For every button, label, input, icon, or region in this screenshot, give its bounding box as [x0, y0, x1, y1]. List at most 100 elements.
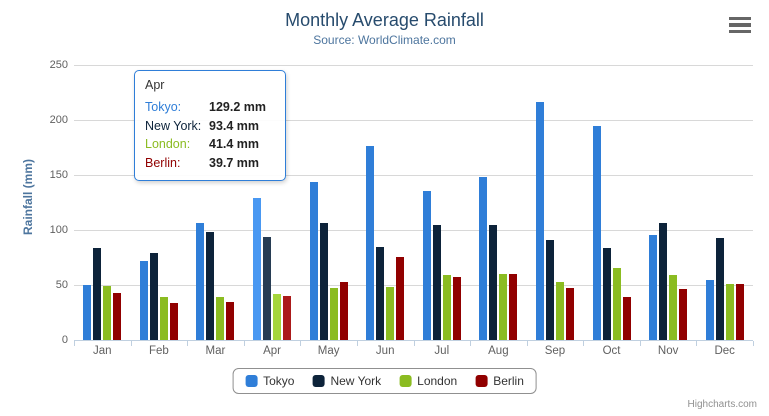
- x-axis-tick: [243, 341, 245, 346]
- column-london-oct[interactable]: [612, 268, 621, 340]
- column-london-apr[interactable]: [273, 294, 282, 340]
- tooltip-row-tokyo: Tokyo: 129.2 mm: [145, 98, 275, 117]
- column-new-york-jan[interactable]: [93, 248, 102, 340]
- legend-item-tokyo[interactable]: Tokyo: [245, 374, 294, 388]
- column-new-york-nov[interactable]: [659, 222, 668, 340]
- gridline: [74, 120, 753, 121]
- column-berlin-jun[interactable]: [396, 256, 405, 340]
- x-axis-tick: [753, 341, 754, 346]
- column-berlin-dec[interactable]: [735, 283, 744, 340]
- column-london-jun[interactable]: [386, 286, 395, 340]
- x-axis-tick: [413, 341, 415, 346]
- tooltip-series-value: 93.4 mm: [209, 118, 260, 133]
- x-axis-tick: [74, 341, 75, 346]
- x-axis-tick: [526, 341, 528, 346]
- column-new-york-dec[interactable]: [715, 238, 724, 340]
- x-axis-label: Nov: [657, 345, 679, 357]
- column-tokyo-mar[interactable]: [196, 222, 205, 340]
- y-axis-label: 200: [49, 114, 68, 126]
- column-london-feb[interactable]: [159, 297, 168, 340]
- x-axis-label: Oct: [602, 345, 621, 357]
- column-london-jan[interactable]: [103, 286, 112, 340]
- gridline: [74, 65, 753, 66]
- x-axis-tick: [470, 341, 472, 346]
- hamburger-menu-icon: [729, 29, 751, 33]
- column-berlin-apr[interactable]: [283, 296, 292, 340]
- x-axis-label: Jan: [93, 345, 112, 357]
- column-new-york-may[interactable]: [319, 223, 328, 340]
- x-axis-label: Apr: [263, 345, 281, 357]
- column-new-york-mar[interactable]: [206, 231, 215, 340]
- column-tokyo-dec[interactable]: [705, 280, 714, 340]
- column-tokyo-apr[interactable]: [253, 197, 262, 340]
- y-axis-label: 0: [61, 334, 68, 346]
- column-tokyo-nov[interactable]: [649, 234, 658, 340]
- column-london-jul[interactable]: [442, 275, 451, 340]
- column-london-sep[interactable]: [555, 282, 564, 340]
- legend-label: Tokyo: [263, 374, 295, 388]
- column-new-york-oct[interactable]: [602, 248, 611, 340]
- x-axis-label: Dec: [714, 345, 735, 357]
- x-axis-tick: [696, 341, 698, 346]
- tooltip: Apr Tokyo: 129.2 mm New York: 93.4 mm London…: [134, 70, 286, 181]
- legend: Tokyo New York London Berlin: [232, 368, 537, 394]
- x-axis-line: [74, 340, 753, 341]
- y-axis-title: Rainfall (mm): [21, 159, 35, 236]
- column-berlin-oct[interactable]: [622, 296, 631, 340]
- gridline: [74, 175, 753, 176]
- column-new-york-feb[interactable]: [149, 253, 158, 340]
- tooltip-row-berlin: Berlin: 39.7 mm: [145, 154, 275, 173]
- x-axis-label: Aug: [488, 345, 509, 357]
- tooltip-series-name: Berlin:: [145, 155, 181, 170]
- column-tokyo-aug[interactable]: [479, 176, 488, 340]
- column-new-york-apr[interactable]: [263, 237, 272, 340]
- column-berlin-mar[interactable]: [226, 302, 235, 340]
- column-berlin-sep[interactable]: [565, 287, 574, 340]
- x-axis-label: Feb: [148, 345, 169, 357]
- column-tokyo-sep[interactable]: [535, 101, 544, 340]
- x-axis-tick: [356, 341, 358, 346]
- column-berlin-feb[interactable]: [169, 303, 178, 340]
- y-axis-label: 50: [55, 279, 68, 291]
- column-tokyo-oct[interactable]: [592, 126, 601, 340]
- chart-subtitle: Source: WorldClimate.com: [313, 33, 456, 47]
- column-london-nov[interactable]: [669, 274, 678, 340]
- x-axis-tick: [130, 341, 132, 346]
- x-axis-tick: [583, 341, 585, 346]
- gridline: [74, 285, 753, 286]
- column-berlin-nov[interactable]: [679, 288, 688, 340]
- hamburger-menu-icon: [729, 17, 751, 21]
- legend-item-berlin[interactable]: Berlin: [475, 374, 524, 388]
- column-new-york-sep[interactable]: [545, 239, 554, 340]
- legend-item-london[interactable]: London: [399, 374, 457, 388]
- x-axis-label: Jul: [434, 345, 450, 357]
- credits-link[interactable]: Highcharts.com: [687, 399, 757, 410]
- column-tokyo-jan[interactable]: [83, 285, 92, 340]
- column-berlin-jan[interactable]: [113, 293, 122, 340]
- x-axis-tick: [300, 341, 302, 346]
- legend-item-new-york[interactable]: New York: [312, 374, 381, 388]
- tooltip-series-name: Tokyo:: [145, 100, 182, 114]
- x-axis-tick: [187, 341, 189, 346]
- column-london-aug[interactable]: [499, 274, 508, 340]
- x-axis-label: Mar: [205, 345, 226, 357]
- column-berlin-aug[interactable]: [509, 273, 518, 340]
- column-tokyo-jul[interactable]: [422, 190, 431, 340]
- column-new-york-jun[interactable]: [376, 247, 385, 340]
- export-menu-button[interactable]: [729, 16, 751, 34]
- legend-swatch-icon: [245, 375, 258, 387]
- column-tokyo-feb[interactable]: [139, 261, 148, 340]
- column-london-mar[interactable]: [216, 296, 225, 340]
- legend-label: New York: [330, 374, 382, 388]
- column-new-york-jul[interactable]: [432, 224, 441, 340]
- column-tokyo-may[interactable]: [309, 181, 318, 340]
- column-tokyo-jun[interactable]: [366, 146, 375, 340]
- column-berlin-may[interactable]: [339, 282, 348, 340]
- x-axis-tick: [639, 341, 641, 346]
- column-london-may[interactable]: [329, 288, 338, 340]
- column-london-dec[interactable]: [725, 283, 734, 340]
- column-berlin-jul[interactable]: [452, 276, 461, 340]
- chart-title: Monthly Average Rainfall: [285, 10, 484, 30]
- column-new-york-aug[interactable]: [489, 225, 498, 340]
